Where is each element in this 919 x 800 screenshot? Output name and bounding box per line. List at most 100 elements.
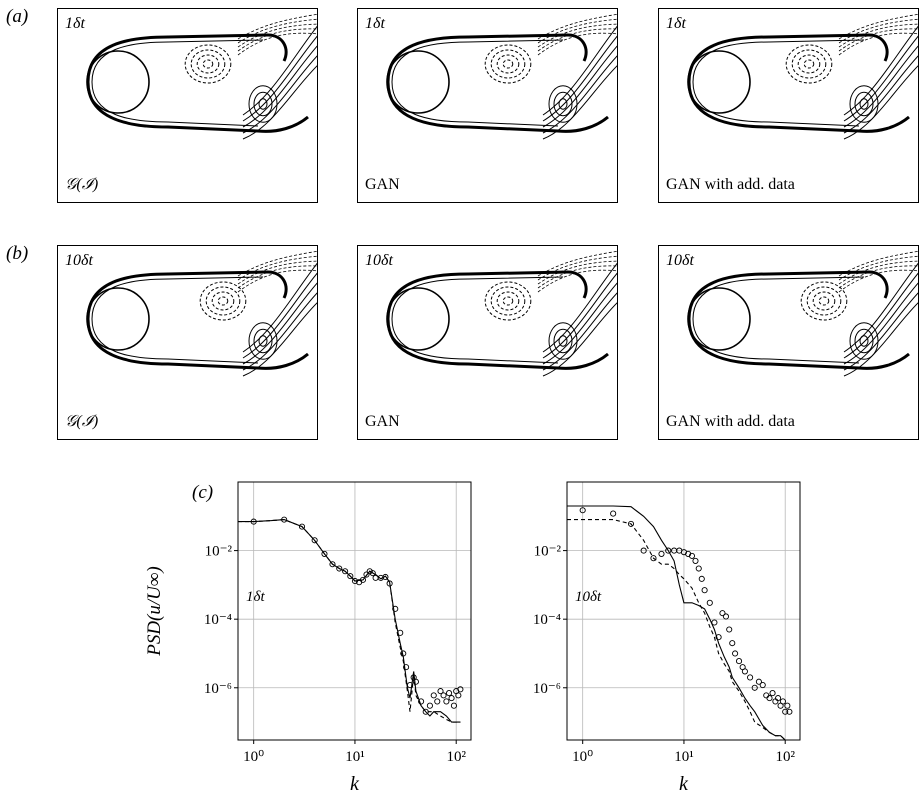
vortex-contour xyxy=(558,335,568,347)
vortex-contour xyxy=(791,49,827,79)
wake-contour xyxy=(537,18,617,44)
data-point xyxy=(351,577,358,585)
data-point xyxy=(650,555,657,562)
y-tick-label: 10⁻⁴ xyxy=(204,612,232,628)
wake-contour xyxy=(838,265,918,289)
contour-line xyxy=(692,318,860,364)
data-point xyxy=(698,575,705,582)
contour-panel-b2: 10δt GAN xyxy=(357,245,618,440)
cylinder-outline xyxy=(386,50,450,114)
data-point xyxy=(377,574,384,581)
contour-lines xyxy=(86,250,317,377)
vortex-contour xyxy=(785,44,833,84)
data-point xyxy=(766,695,773,702)
axes-frame xyxy=(237,481,472,741)
contour-line xyxy=(391,39,564,83)
vortex-contour xyxy=(548,85,578,123)
contour-lines xyxy=(386,13,617,140)
contour-line xyxy=(692,276,865,320)
wake-contour xyxy=(237,28,317,52)
data-point xyxy=(406,682,414,689)
cylinder-outline xyxy=(86,50,150,114)
contour-panel-a2: 1δt GAN xyxy=(357,8,618,203)
wake-contour xyxy=(537,23,617,48)
data-point xyxy=(779,698,786,705)
data-point xyxy=(382,573,389,581)
vortex-contour xyxy=(496,54,520,74)
data-point xyxy=(455,692,462,699)
vortex-contour xyxy=(484,44,532,84)
wake-contour xyxy=(237,255,317,281)
vortex-contour xyxy=(248,322,278,360)
separatrix-outline xyxy=(687,33,910,133)
data-point xyxy=(366,568,373,575)
wake-contour xyxy=(237,13,317,40)
data-point xyxy=(729,640,736,647)
wake-contour xyxy=(242,25,317,116)
vortex-contour xyxy=(248,85,278,123)
vortex-contour xyxy=(217,296,229,306)
data-point xyxy=(732,650,739,657)
data-point xyxy=(735,658,743,665)
panel-model-label: GAN with add. data xyxy=(666,413,795,430)
contour-line xyxy=(91,276,264,320)
contour-line xyxy=(391,318,559,364)
data-point xyxy=(751,684,758,691)
data-point xyxy=(769,690,776,697)
data-point xyxy=(386,580,393,587)
wake-contour xyxy=(542,302,617,377)
wake-contour xyxy=(542,292,617,371)
wake-contour xyxy=(838,13,918,40)
panel-time-label: 10δt xyxy=(365,252,393,269)
data-point xyxy=(440,692,447,699)
wake-contour xyxy=(843,302,918,377)
contour-line xyxy=(391,276,564,320)
vortex-contour xyxy=(490,49,526,79)
data-point xyxy=(430,692,437,699)
data-point xyxy=(298,523,306,530)
wake-contour xyxy=(242,282,317,365)
data-point xyxy=(739,664,746,671)
data-point xyxy=(426,702,433,709)
data-point xyxy=(658,550,665,557)
separatrix-outline xyxy=(86,270,309,370)
vortex-contour xyxy=(502,59,514,69)
contour-lines xyxy=(386,250,617,377)
wake-contour xyxy=(542,35,617,122)
panel-model-label: 𝒢(ℐ) xyxy=(65,413,99,430)
contour-lines xyxy=(687,13,918,140)
wake-contour xyxy=(838,255,918,281)
wake-contour xyxy=(242,65,317,140)
wake-contour xyxy=(537,265,617,289)
data-point xyxy=(676,547,683,554)
data-point xyxy=(400,650,407,657)
x-axis-label: k xyxy=(679,773,689,795)
vortex-contour xyxy=(484,281,532,321)
contour-line xyxy=(692,81,860,127)
vortex-contour xyxy=(548,322,578,360)
wake-contour xyxy=(542,65,617,140)
wake-contour xyxy=(542,282,617,365)
wake-contour xyxy=(537,28,617,52)
wake-contour xyxy=(237,250,317,277)
vortex-contour xyxy=(558,98,568,110)
vortex-contour xyxy=(258,98,268,110)
data-point xyxy=(412,678,419,685)
wake-contour xyxy=(237,18,317,44)
vortex-contour xyxy=(849,85,879,123)
series-line-dashed xyxy=(238,519,461,723)
data-point xyxy=(671,547,678,554)
contour-plot xyxy=(687,250,918,377)
data-point xyxy=(627,520,635,527)
vortex-contour xyxy=(553,328,573,354)
data-point xyxy=(356,579,363,586)
vortex-contour xyxy=(258,335,268,347)
wake-contour xyxy=(537,255,617,281)
y-tick-label: 10⁻⁶ xyxy=(204,681,232,697)
psd-chart-1: 10⁰ 10¹ 10² 10⁻² 10⁻⁴ 10⁻⁶ k 10δt xyxy=(533,481,801,795)
row-label-a: (a) xyxy=(6,6,29,27)
vortex-contour xyxy=(797,54,821,74)
series-line-dashed xyxy=(567,519,790,741)
wake-contour xyxy=(537,269,617,293)
cylinder-outline xyxy=(386,287,450,351)
